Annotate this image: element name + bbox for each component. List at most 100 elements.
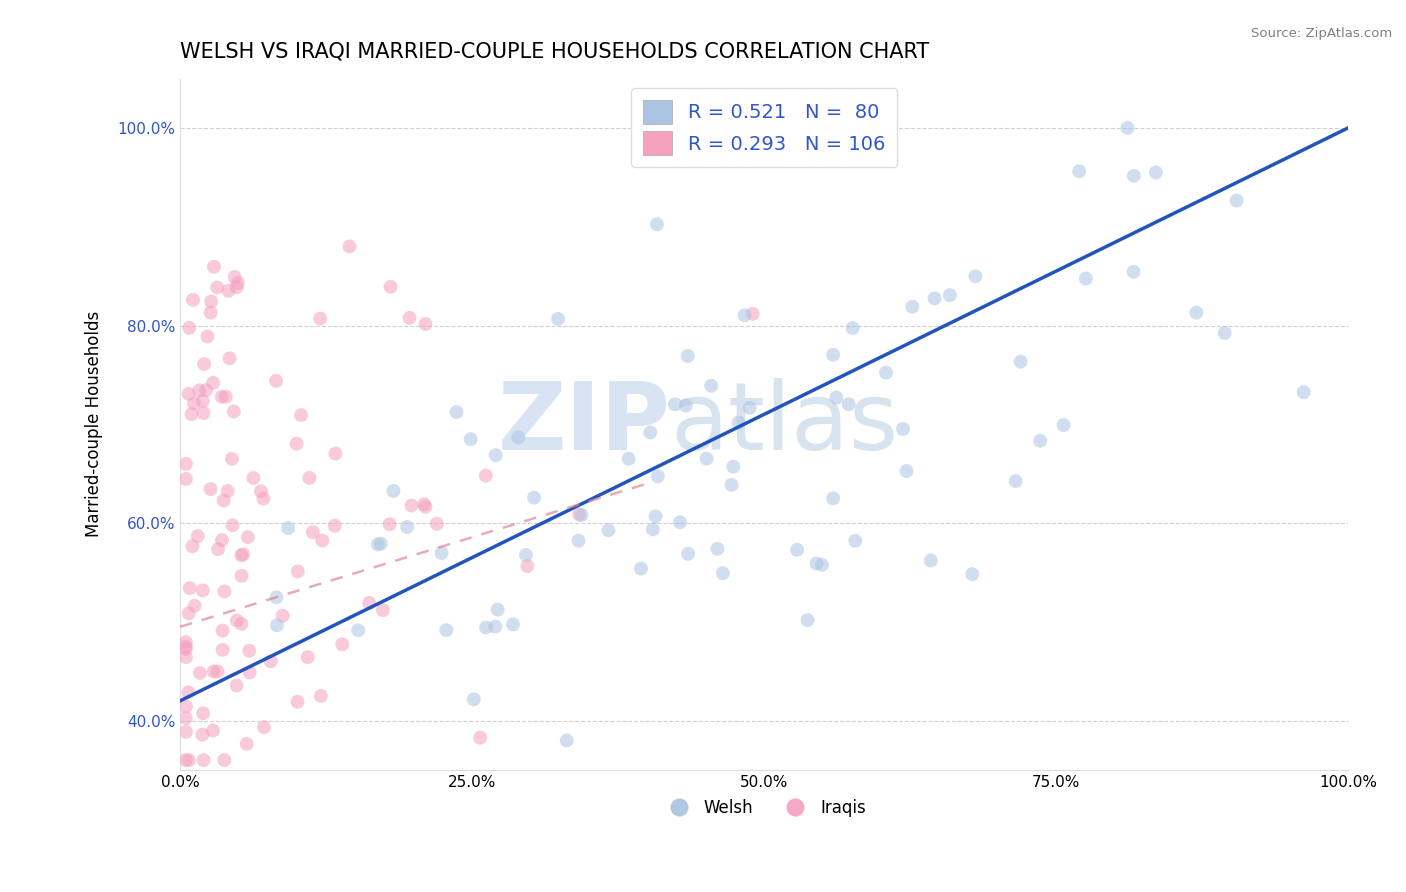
Point: [225, 614, 247, 628]
Point: [401, 499, 423, 513]
Point: [371, 603, 394, 617]
Point: [370, 537, 392, 551]
Point: [706, 541, 728, 556]
Point: [218, 351, 240, 366]
Point: [231, 549, 253, 563]
Point: [475, 468, 498, 483]
Point: [380, 279, 402, 293]
Point: [568, 508, 591, 522]
Point: [901, 300, 924, 314]
Point: [211, 642, 233, 657]
Point: [201, 723, 224, 738]
Point: [811, 558, 834, 572]
Point: [174, 635, 197, 649]
Point: [378, 517, 401, 532]
Point: [339, 239, 361, 253]
Point: [502, 617, 524, 632]
Point: [250, 484, 273, 499]
Point: [325, 446, 347, 460]
Point: [875, 366, 897, 380]
Point: [796, 613, 818, 627]
Point: [202, 260, 225, 274]
Point: [1144, 165, 1167, 179]
Point: [264, 374, 287, 388]
Point: [700, 378, 723, 392]
Point: [174, 753, 197, 767]
Point: [225, 280, 247, 294]
Point: [367, 537, 389, 551]
Point: [239, 665, 262, 680]
Point: [174, 472, 197, 486]
Point: [297, 650, 319, 665]
Point: [676, 349, 699, 363]
Point: [415, 317, 437, 331]
Point: [277, 521, 299, 535]
Point: [1052, 417, 1074, 432]
Point: [231, 616, 253, 631]
Point: [191, 393, 214, 408]
Point: [187, 529, 209, 543]
Point: [193, 357, 215, 371]
Point: [193, 406, 215, 420]
Point: [434, 623, 457, 637]
Point: [446, 405, 468, 419]
Point: [177, 753, 200, 767]
Point: [720, 478, 742, 492]
Y-axis label: Married-couple Households: Married-couple Households: [86, 311, 103, 537]
Point: [211, 624, 233, 638]
Point: [285, 436, 308, 450]
Point: [309, 689, 332, 703]
Point: [806, 557, 828, 571]
Point: [266, 618, 288, 632]
Point: [253, 720, 276, 734]
Point: [242, 471, 264, 485]
Point: [696, 451, 718, 466]
Point: [211, 533, 233, 547]
Point: [225, 678, 247, 692]
Point: [463, 692, 485, 706]
Point: [516, 559, 538, 574]
Point: [508, 430, 530, 444]
Point: [207, 665, 229, 679]
Point: [398, 310, 420, 325]
Point: [1185, 306, 1208, 320]
Point: [205, 280, 228, 294]
Point: [301, 525, 323, 540]
Point: [711, 566, 734, 581]
Point: [191, 728, 214, 742]
Point: [486, 602, 509, 616]
Point: [426, 516, 449, 531]
Point: [415, 500, 437, 514]
Point: [195, 383, 218, 397]
Point: [641, 522, 664, 536]
Point: [236, 530, 259, 544]
Point: [221, 451, 243, 466]
Point: [825, 391, 848, 405]
Text: ZIP: ZIP: [498, 378, 671, 470]
Point: [1004, 474, 1026, 488]
Point: [260, 654, 283, 668]
Point: [896, 464, 918, 478]
Point: [174, 457, 197, 471]
Legend: Welsh, Iraqis: Welsh, Iraqis: [655, 793, 873, 824]
Point: [734, 308, 756, 322]
Point: [645, 217, 668, 231]
Point: [174, 640, 197, 654]
Point: [841, 321, 863, 335]
Point: [617, 451, 640, 466]
Point: [202, 665, 225, 679]
Point: [413, 497, 436, 511]
Point: [217, 284, 239, 298]
Point: [232, 547, 254, 561]
Point: [823, 348, 845, 362]
Point: [676, 547, 699, 561]
Point: [271, 608, 294, 623]
Point: [664, 397, 686, 411]
Point: [193, 753, 215, 767]
Point: [200, 482, 222, 496]
Point: [179, 321, 201, 335]
Point: [290, 408, 312, 422]
Point: [939, 288, 962, 302]
Point: [523, 491, 546, 505]
Point: [1069, 164, 1091, 178]
